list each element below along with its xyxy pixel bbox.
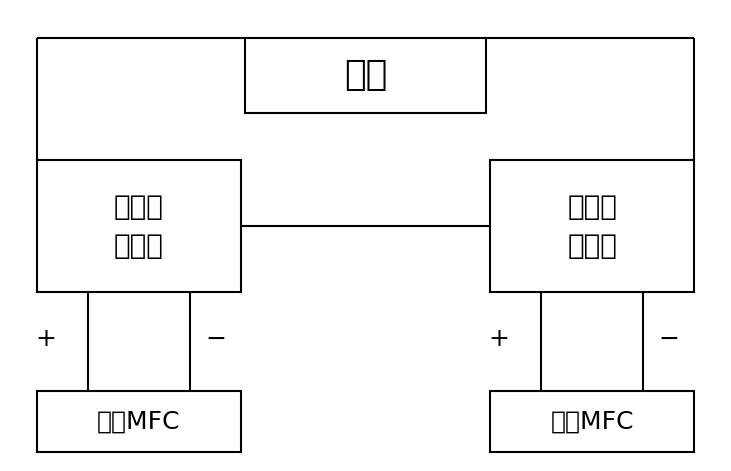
Bar: [37, 160, 241, 292]
Bar: [37, 391, 241, 452]
Text: 检测选
通电路: 检测选 通电路: [114, 193, 164, 260]
Text: 单体MFC: 单体MFC: [550, 410, 634, 433]
Text: 检测选
通电路: 检测选 通电路: [567, 193, 617, 260]
Text: +: +: [488, 327, 509, 351]
Text: −: −: [205, 327, 226, 351]
Bar: [490, 391, 694, 452]
Text: 负载: 负载: [344, 58, 387, 92]
Text: +: +: [35, 327, 56, 351]
Bar: [490, 160, 694, 292]
Text: −: −: [659, 327, 679, 351]
Text: 单体MFC: 单体MFC: [97, 410, 181, 433]
Bar: [245, 38, 486, 113]
